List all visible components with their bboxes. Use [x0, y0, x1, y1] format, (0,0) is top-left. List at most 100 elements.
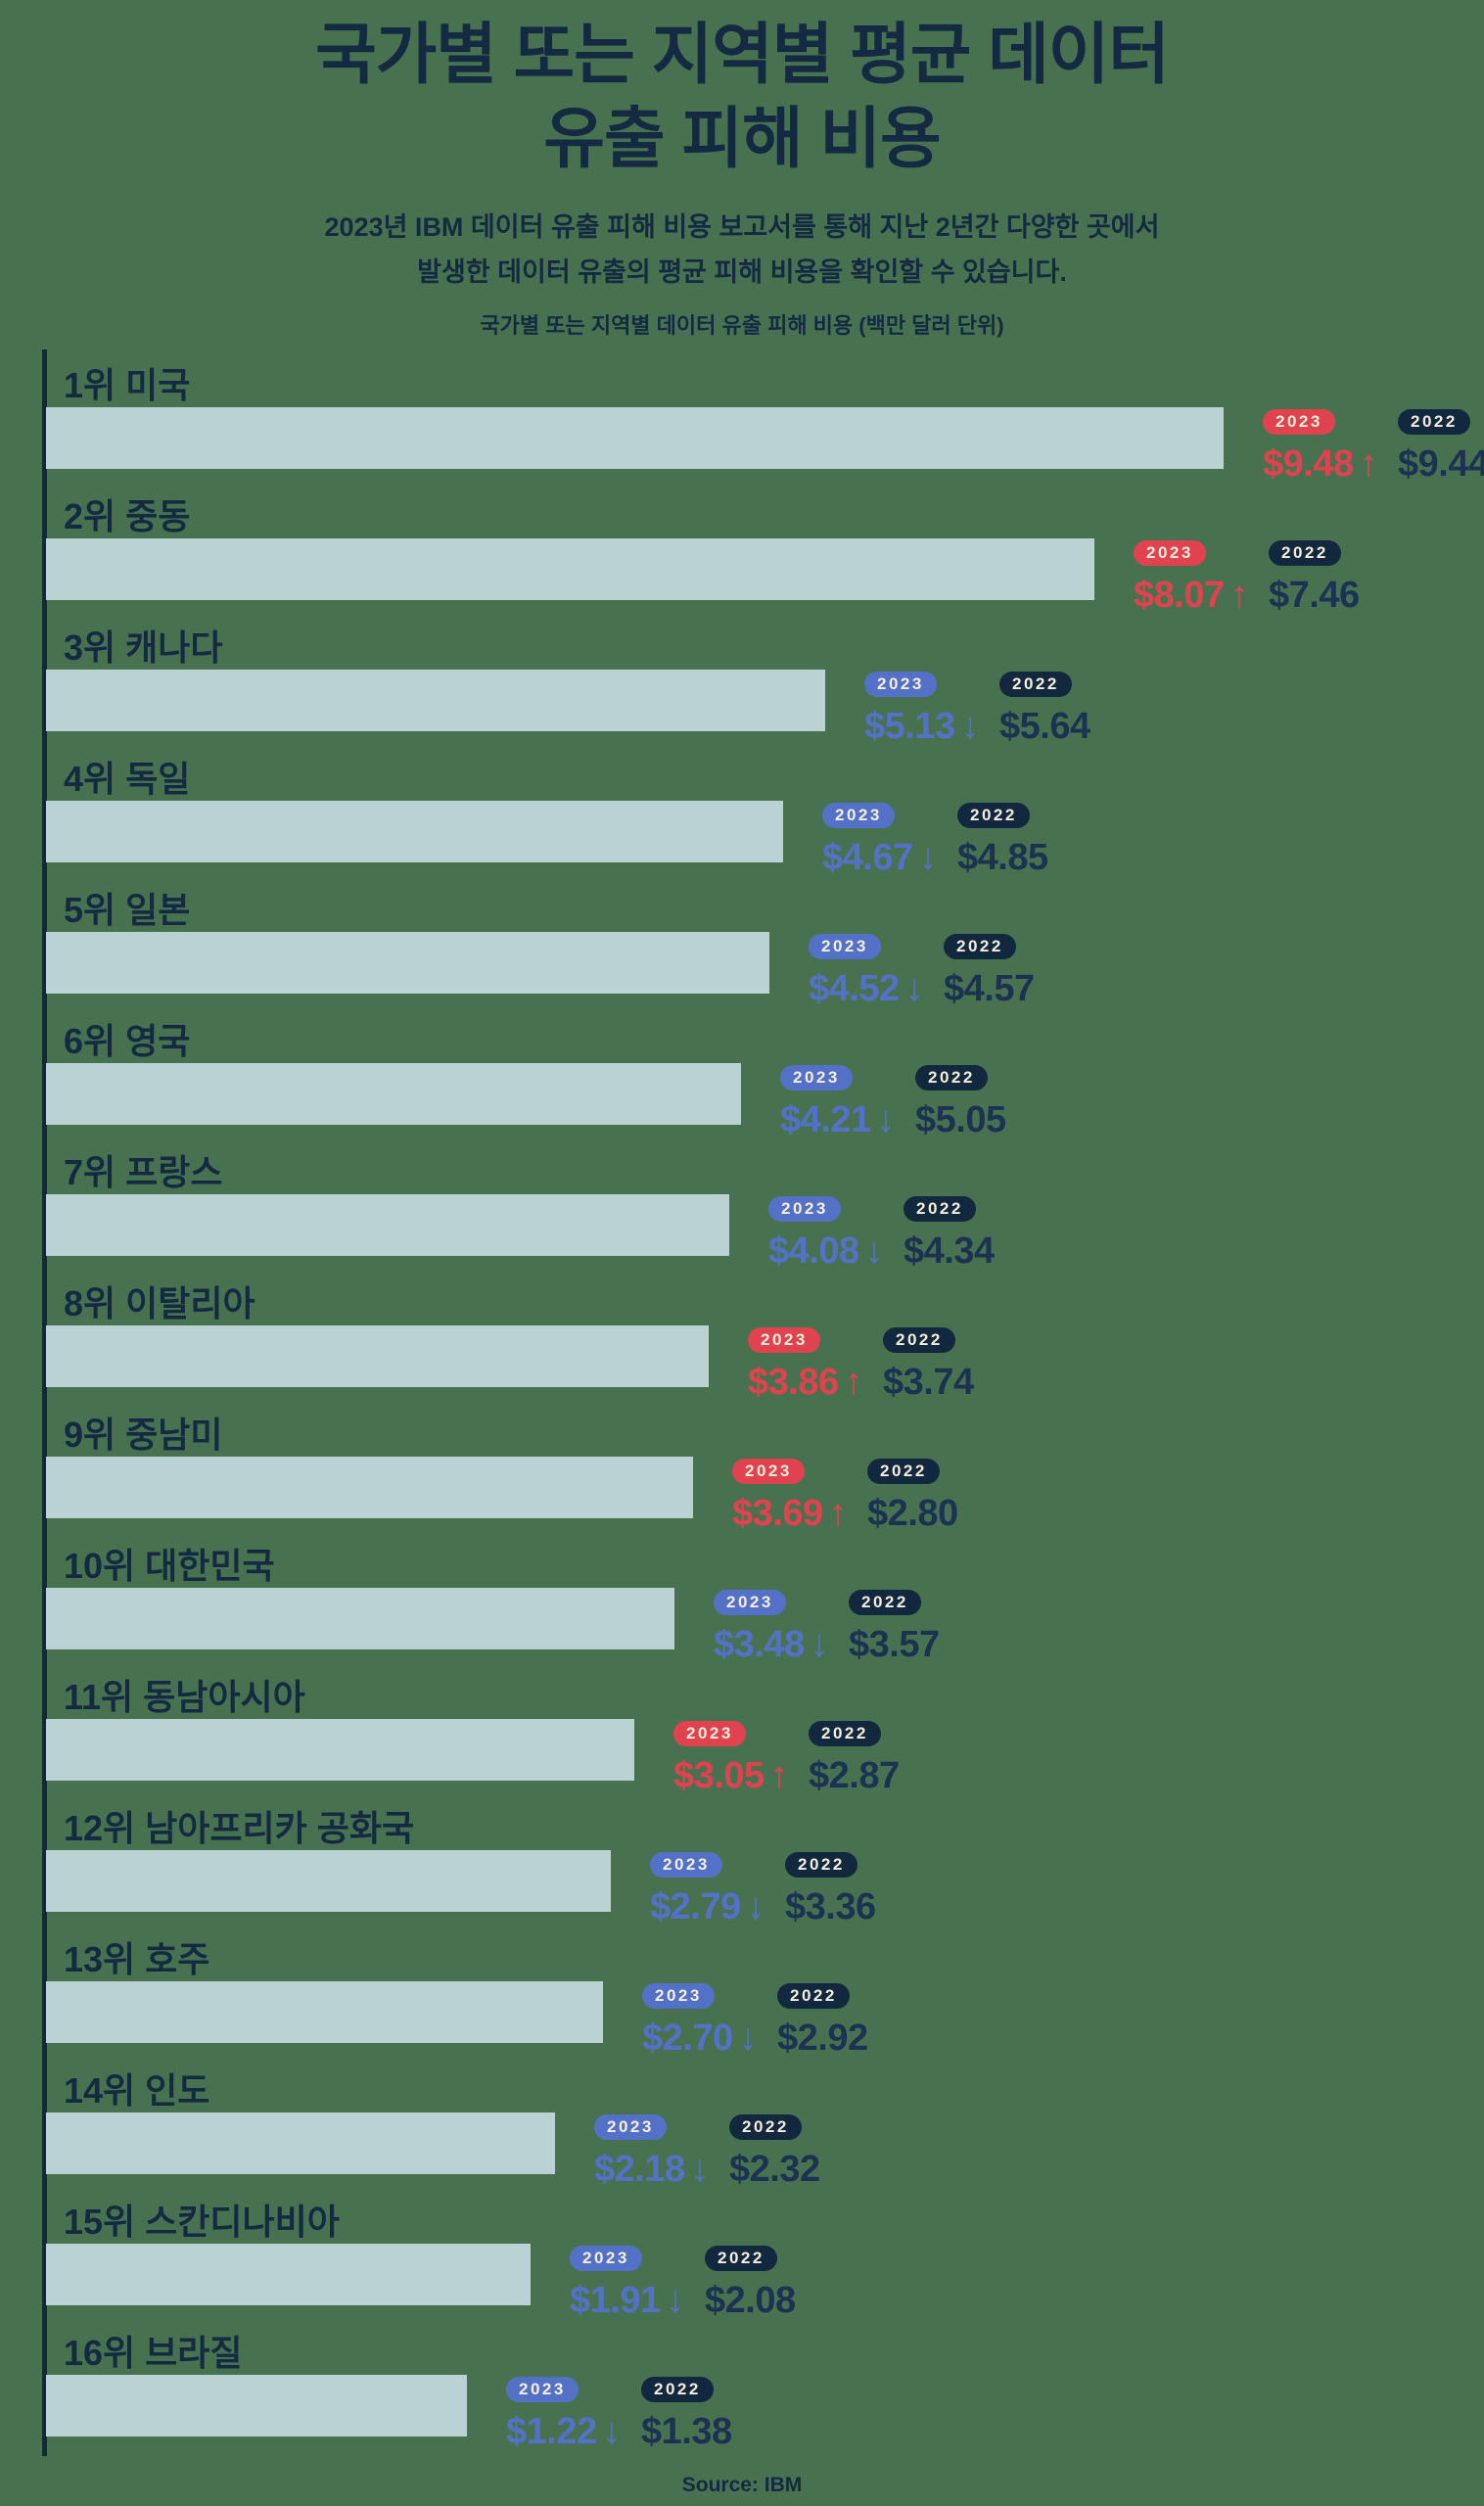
value-2022: $2.32 [729, 2149, 820, 2191]
value-2023: $4.52 ↓ [809, 968, 924, 1010]
value-2023: $2.18 ↓ [594, 2149, 710, 2191]
row-label: 11위 동남아시아 [64, 1677, 305, 1718]
page-title-line2: 유출 피해 비용 [543, 101, 941, 176]
bar [46, 2375, 467, 2437]
page-subtitle-line2: 발생한 데이터 유출의 평균 피해 비용을 확인할 수 있습니다. [417, 257, 1067, 288]
badge-2023: 2023 [732, 1459, 805, 1485]
badge-2022: 2022 [729, 2114, 802, 2141]
row-label: 10위 대한민국 [64, 1546, 275, 1587]
trend-arrow-icon: ↓ [602, 2411, 622, 2453]
value-2023: $3.05 ↑ [673, 1755, 789, 1797]
chart-row: 2위 중동 2023 $8.07 ↑ 2022 $7.46 [0, 481, 1484, 616]
value-group-2022: 2022 $2.80 [867, 1457, 958, 1535]
value-2022: $4.57 [944, 968, 1035, 1010]
bar [46, 2244, 531, 2306]
trend-arrow-icon: ↓ [960, 706, 980, 748]
row-label: 4위 독일 [64, 759, 191, 800]
value-2022: $5.64 [999, 706, 1090, 748]
value-group-2023: 2023 $3.86 ↑ [748, 1325, 883, 1404]
value-2023: $2.79 ↓ [650, 1886, 765, 1928]
badge-2022: 2022 [641, 2377, 714, 2403]
value-2022: $2.08 [705, 2280, 796, 2322]
value-2022: $3.57 [849, 1624, 940, 1666]
value-group-2022: 2022 $2.92 [777, 1981, 868, 2060]
badge-2023: 2023 [1263, 409, 1335, 436]
badge-2022: 2022 [944, 934, 1016, 960]
badge-2022: 2022 [785, 1852, 858, 1879]
value-2022: $4.85 [957, 837, 1048, 879]
badge-2023: 2023 [768, 1196, 841, 1223]
value-2022: $2.80 [867, 1493, 958, 1535]
trend-arrow-icon: ↑ [1229, 575, 1249, 617]
value-group-2022: 2022 $3.36 [785, 1850, 876, 1928]
chart-row: 16위 브라질 2023 $1.22 ↓ 2022 $1.38 [0, 2317, 1484, 2452]
row-body: 2023 $2.79 ↓ 2022 $3.36 [46, 1850, 1484, 1928]
chart-row: 11위 동남아시아 2023 $3.05 ↑ 2022 $2.87 [0, 1661, 1484, 1796]
value-2022: $7.46 [1269, 575, 1360, 617]
badge-2022: 2022 [809, 1721, 881, 1747]
row-label: 1위 미국 [64, 365, 191, 406]
chart-row: 3위 캐나다 2023 $5.13 ↓ 2022 $5.64 [0, 612, 1484, 747]
trend-arrow-icon: ↓ [918, 837, 938, 879]
value-group-2023: 2023 $9.48 ↑ [1263, 407, 1398, 486]
row-body: 2023 $8.07 ↑ 2022 $7.46 [46, 538, 1484, 617]
trend-arrow-icon: ↑ [769, 1755, 789, 1797]
value-group-2023: 2023 $4.52 ↓ [809, 932, 944, 1010]
value-2023-amount: $9.48 [1263, 443, 1354, 486]
value-2022: $3.36 [785, 1886, 876, 1928]
row-body: 2023 $3.69 ↑ 2022 $2.80 [46, 1457, 1484, 1535]
value-group-2023: 2023 $4.21 ↓ [780, 1063, 915, 1141]
row-body: 2023 $3.05 ↑ 2022 $2.87 [46, 1719, 1484, 1797]
value-2023: $3.86 ↑ [748, 1362, 863, 1404]
bar-chart: 1위 미국 2023 $9.48 ↑ 2022 $9.44 2위 중동 2023 … [0, 349, 1484, 2462]
value-group-2022: 2022 $4.85 [957, 801, 1048, 879]
badge-2023: 2023 [714, 1590, 786, 1616]
chart-row: 13위 호주 2023 $2.70 ↓ 2022 $2.92 [0, 1924, 1484, 2059]
badge-2023: 2023 [594, 2114, 667, 2141]
value-group-2023: 2023 $4.67 ↓ [822, 801, 957, 879]
row-label: 14위 인도 [64, 2070, 210, 2112]
badge-2023: 2023 [780, 1065, 853, 1091]
trend-arrow-icon: ↓ [746, 1886, 765, 1928]
row-body: 2023 $1.22 ↓ 2022 $1.38 [46, 2375, 1484, 2453]
bar [46, 932, 769, 995]
badge-2023: 2023 [809, 934, 881, 960]
value-2023: $5.13 ↓ [864, 706, 980, 748]
page-title-line1: 국가별 또는 지역별 평균 데이터 [315, 18, 1170, 92]
bar [46, 1457, 693, 1519]
value-group-2023: 2023 $3.48 ↓ [714, 1588, 849, 1666]
value-group-2023: 2023 $2.70 ↓ [642, 1981, 777, 2060]
row-body: 2023 $5.13 ↓ 2022 $5.64 [46, 670, 1484, 748]
chart-row: 9위 중남미 2023 $3.69 ↑ 2022 $2.80 [0, 1399, 1484, 1534]
value-group-2023: 2023 $8.07 ↑ [1134, 538, 1269, 617]
bar [46, 407, 1224, 470]
value-group-2023: 2023 $5.13 ↓ [864, 670, 999, 748]
chart-row: 15위 스칸디나비아 2023 $1.91 ↓ 2022 $2.08 [0, 2186, 1484, 2321]
row-label: 9위 중남미 [64, 1415, 223, 1456]
value-2023-amount: $3.48 [714, 1624, 805, 1666]
trend-arrow-icon: ↓ [876, 1099, 896, 1141]
badge-2023: 2023 [642, 1983, 715, 2010]
badge-2022: 2022 [867, 1459, 940, 1485]
badge-2022: 2022 [1269, 540, 1341, 567]
value-2022: $3.74 [883, 1362, 974, 1404]
trend-arrow-icon: ↓ [904, 968, 924, 1010]
value-2022: $5.05 [915, 1099, 1006, 1141]
badge-2022: 2022 [777, 1983, 850, 2010]
value-2023-amount: $4.08 [768, 1230, 859, 1273]
chart-row: 4위 독일 2023 $4.67 ↓ 2022 $4.85 [0, 743, 1484, 878]
value-group-2023: 2023 $3.69 ↑ [732, 1457, 867, 1535]
row-label: 6위 영국 [64, 1021, 191, 1062]
row-body: 2023 $4.52 ↓ 2022 $4.57 [46, 932, 1484, 1010]
bar [46, 1588, 674, 1650]
page-subtitle-line1: 2023년 IBM 데이터 유출 피해 비용 보고서를 통해 지난 2년간 다양… [324, 212, 1160, 243]
value-group-2022: 2022 $3.57 [849, 1588, 940, 1666]
chart-row: 14위 인도 2023 $2.18 ↓ 2022 $2.32 [0, 2055, 1484, 2190]
value-2023-amount: $4.67 [822, 837, 913, 879]
value-group-2023: 2023 $1.91 ↓ [570, 2244, 705, 2322]
value-2023-amount: $2.70 [642, 2018, 733, 2060]
value-2023-amount: $2.79 [650, 1886, 741, 1928]
row-body: 2023 $9.48 ↑ 2022 $9.44 [46, 407, 1484, 486]
value-2022: $1.38 [641, 2411, 732, 2453]
row-body: 2023 $4.21 ↓ 2022 $5.05 [46, 1063, 1484, 1141]
